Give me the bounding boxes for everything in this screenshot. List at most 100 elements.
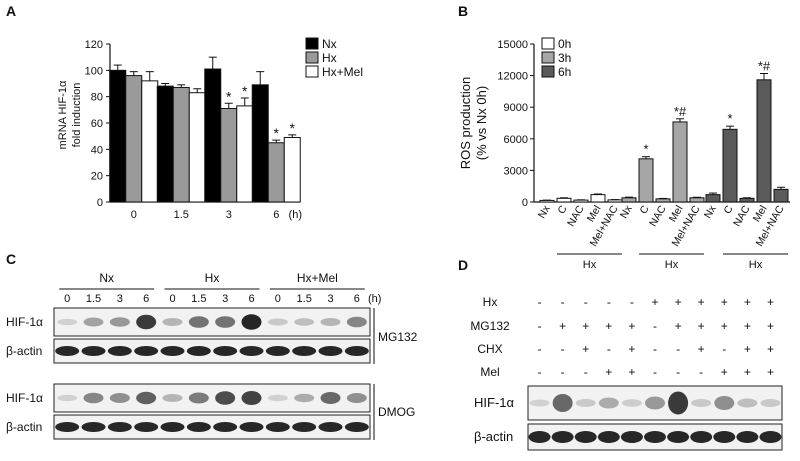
condition-mark-d: +	[767, 319, 774, 333]
y-tick-label-b: 6000	[504, 134, 528, 146]
condition-mark-d: -	[607, 295, 611, 309]
bar	[220, 108, 238, 203]
blot-strip	[53, 414, 371, 440]
legend-label: 6h	[558, 65, 571, 79]
blot-band	[552, 394, 573, 412]
blot-band	[107, 346, 132, 356]
significance-mark: *#	[758, 58, 771, 73]
condition-mark-d: +	[698, 319, 705, 333]
group-label-b: Hx	[583, 259, 597, 271]
blot-band	[215, 316, 236, 328]
group-label-b: Hx	[665, 259, 679, 271]
condition-mark-d: +	[767, 295, 774, 309]
condition-mark-d: +	[628, 319, 635, 333]
blot-band	[294, 318, 315, 326]
bar	[539, 199, 555, 203]
x-tick-label-a: 1.5	[174, 209, 189, 221]
condition-mark-d: -	[699, 365, 703, 379]
condition-row-label-d: CHX	[477, 342, 502, 356]
condition-mark-d: +	[675, 295, 682, 309]
legend-swatch	[541, 51, 555, 64]
condition-mark-d: +	[559, 319, 566, 333]
blot-band	[344, 422, 369, 432]
blot-band	[598, 397, 619, 409]
blot-band	[320, 392, 341, 404]
condition-mark-d: +	[744, 342, 751, 356]
significance-mark: *	[226, 88, 232, 104]
x-tick-label-b: Nx	[702, 203, 719, 221]
blot-band	[239, 346, 264, 356]
condition-mark-d: -	[584, 295, 588, 309]
blot-band	[83, 392, 104, 404]
blot-band	[55, 346, 80, 356]
blot-band	[318, 346, 343, 356]
blot-band	[186, 422, 211, 432]
blot-band	[134, 346, 159, 356]
legend-label: Hx	[322, 51, 337, 65]
group-label-c: Hx+Mel	[297, 271, 338, 285]
significance-mark: *	[727, 111, 732, 126]
condition-mark-d: -	[630, 295, 634, 309]
x-tick-label-b: Nx	[536, 203, 553, 221]
blot-band	[759, 431, 782, 443]
condition-row-label-d: MG132	[470, 319, 510, 333]
time-unit-c: (h)	[368, 293, 381, 305]
x-tick-label-b: NAC	[565, 203, 587, 229]
x-tick-label-a: 3	[226, 209, 232, 221]
y-tick-label-a: 0	[97, 197, 103, 209]
blot-band	[292, 422, 317, 432]
condition-mark-d: -	[561, 365, 565, 379]
condition-mark-d: +	[628, 365, 635, 379]
condition-mark-d: +	[698, 295, 705, 309]
condition-mark-d: -	[561, 342, 565, 356]
x-tick-label-b: NAC	[731, 203, 753, 229]
legend-label: Nx	[322, 37, 337, 51]
y-tick-label-a: 20	[91, 171, 103, 183]
blot-band	[55, 422, 80, 432]
group-label-b: Hx	[749, 259, 763, 271]
condition-mark-d: -	[584, 365, 588, 379]
condition-row-label-d: Mel	[480, 365, 499, 379]
y-axis-title-a-line2: fold induction	[71, 83, 83, 148]
condition-mark-d: +	[744, 365, 751, 379]
legend-label: 0h	[558, 37, 571, 51]
bar	[556, 197, 572, 203]
bar	[156, 85, 174, 203]
significance-mark: *	[643, 142, 648, 157]
condition-mark-d: +	[767, 342, 774, 356]
significance-mark: *	[242, 83, 248, 99]
bar	[125, 75, 143, 203]
condition-mark-d: -	[653, 342, 657, 356]
blot-band	[213, 346, 238, 356]
condition-mark-d: -	[538, 365, 542, 379]
bar	[607, 199, 623, 203]
blot-band	[667, 431, 690, 443]
blot-band	[346, 316, 367, 328]
bar	[204, 68, 222, 203]
blot-band	[162, 394, 183, 402]
group-label-c: Hx	[205, 271, 220, 285]
blot-band	[346, 393, 367, 403]
blot-band	[690, 431, 713, 443]
blot-band	[160, 422, 185, 432]
y-tick-label-a: 40	[91, 144, 103, 156]
blot-band	[597, 431, 620, 443]
blot-c: Nx 0 1.5 3 6 Hx 0 1.5 3 6 Hx+Mel 0 1.5 3 6 (h) HIF-1α β-a…	[6, 271, 418, 440]
x-unit-a: (h)	[289, 209, 302, 221]
y-axis-title-b-line1: ROS production	[458, 77, 473, 170]
blot-band	[265, 422, 290, 432]
bar	[638, 158, 654, 203]
blot-band	[621, 399, 642, 407]
condition-mark-d: +	[721, 365, 728, 379]
x-tick-label-b: NAC	[647, 203, 669, 229]
y-tick-label-a: 80	[91, 92, 103, 104]
blot-band	[265, 346, 290, 356]
blot-band	[241, 391, 262, 405]
blot-band	[160, 346, 185, 356]
significance-mark: *	[274, 125, 280, 141]
blot-row-label-c: β-actin	[6, 344, 42, 358]
blot-band	[292, 346, 317, 356]
blot-band	[294, 393, 315, 403]
condition-label-c: DMOG	[378, 405, 415, 419]
